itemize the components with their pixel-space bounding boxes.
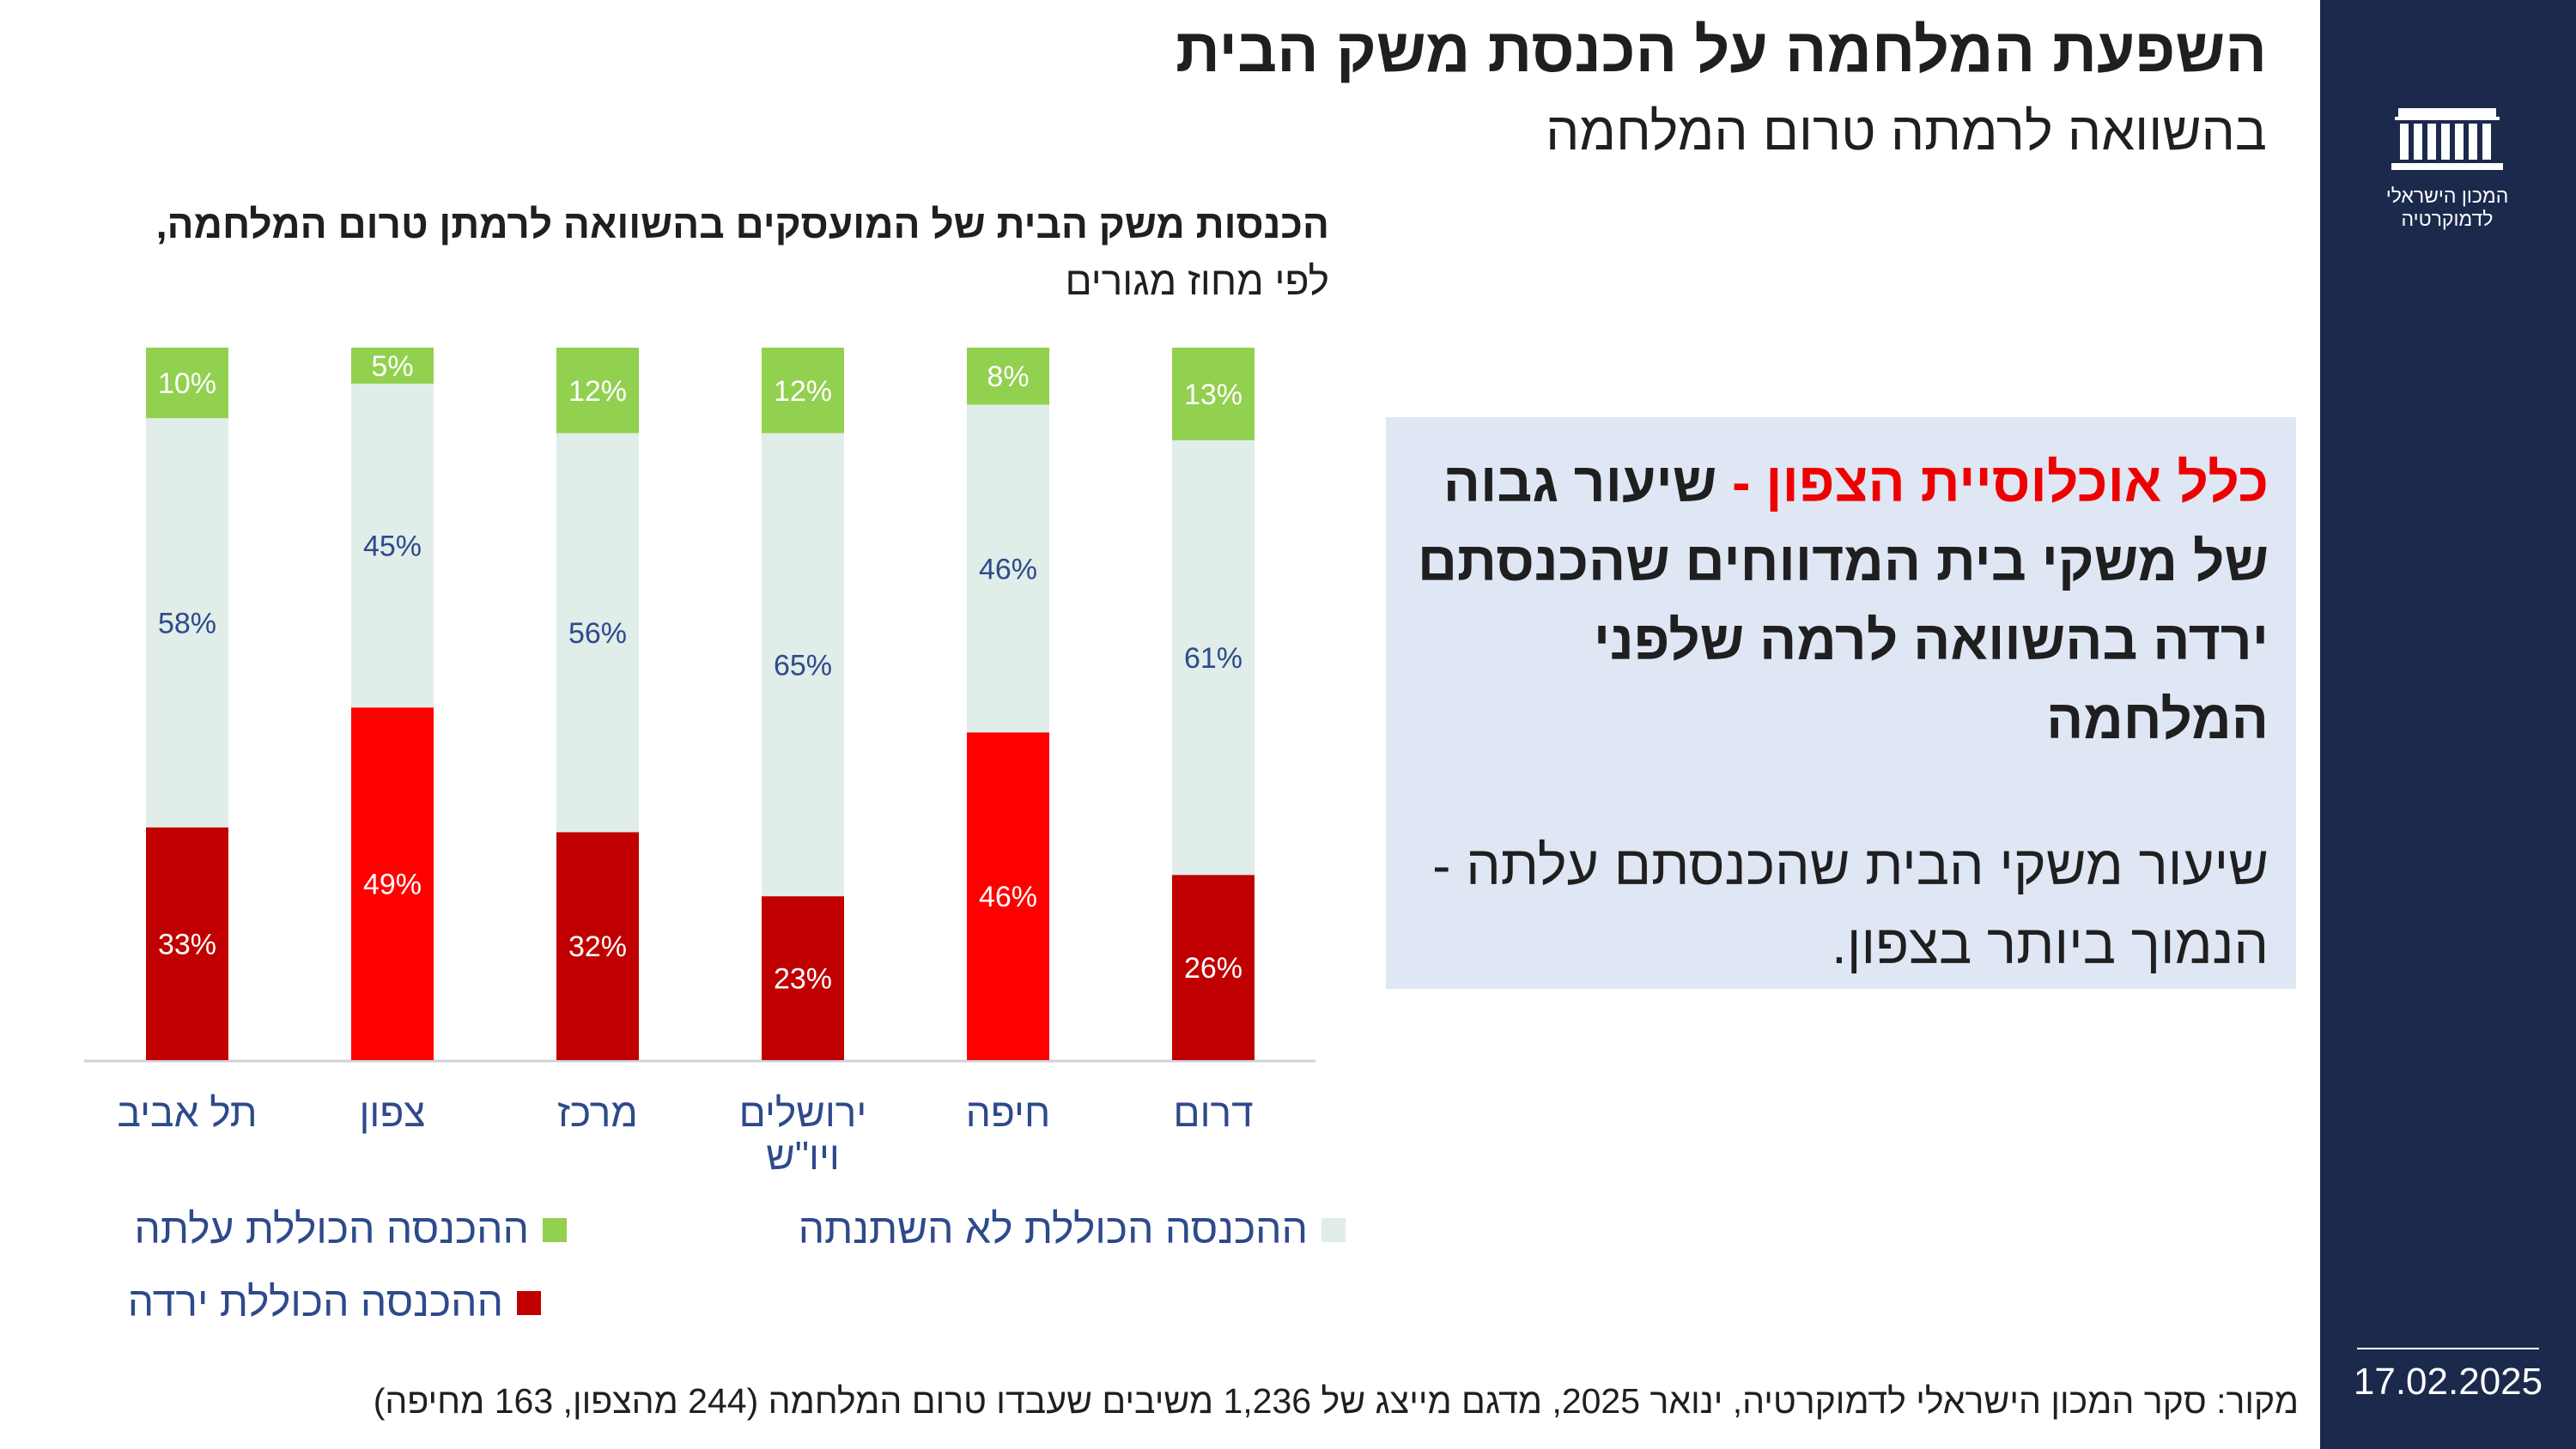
legend-item-fell: ההכנסה הכוללת ירדה xyxy=(128,1279,541,1326)
logo-text: המכון הישראלי לדמוקרטיה xyxy=(2348,185,2546,231)
data-label: 26% xyxy=(1184,952,1242,985)
category-label: תל אביב xyxy=(118,1090,258,1135)
legend-swatch-rose xyxy=(543,1217,567,1242)
bar-segment-2-6 xyxy=(1172,440,1255,876)
category-label: חיפה xyxy=(966,1090,1051,1135)
data-label: 58% xyxy=(158,607,216,640)
data-label: 49% xyxy=(363,869,422,901)
chart-heading-regular: לפי מחוז מגורים xyxy=(1065,258,1329,303)
data-label: 45% xyxy=(363,530,422,563)
data-label: 61% xyxy=(1184,642,1242,675)
bar-segment-2-2 xyxy=(351,383,434,708)
legend-label-unchanged: ההכנסה הכוללת לא השתנתה xyxy=(798,1207,1308,1252)
bar-segment-1-5 xyxy=(967,732,1049,1060)
bar-segment-1-4 xyxy=(762,896,844,1060)
legend-swatch-unchanged xyxy=(1321,1217,1346,1242)
data-label: 33% xyxy=(158,928,216,961)
bar-segment-2-4 xyxy=(762,433,844,897)
data-label: 65% xyxy=(774,649,832,682)
callout-highlight: כלל אוכלוסיית הצפון xyxy=(1765,452,2269,513)
date-label: 17.02.2025 xyxy=(2353,1361,2543,1403)
legend-label-fell: ההכנסה הכוללת ירדה xyxy=(127,1280,503,1325)
data-label: 8% xyxy=(987,361,1029,393)
institute-logo: המכון הישראלי לדמוקרטיה xyxy=(2383,103,2512,230)
callout-dash: - xyxy=(1732,452,1751,513)
callout-main-text: כלל אוכלוסיית הצפון - שיעור גבוה של משקי… xyxy=(1410,443,2269,759)
chart-heading: הכנסות משק הבית של המועסקים בהשוואה לרמת… xyxy=(155,196,1329,309)
callout-secondary-text: שיעור משקי הבית שהכנסתם עלתה - הנמוך ביו… xyxy=(1432,834,2269,975)
bar-segment-2-5 xyxy=(967,404,1049,733)
bar-segment-3-5 xyxy=(967,348,1049,405)
data-label: 10% xyxy=(158,367,216,400)
bar-segment-3-3 xyxy=(556,348,639,433)
chart-heading-bold: הכנסות משק הבית של המועסקים בהשוואה לרמת… xyxy=(155,202,1329,246)
legend-item-unchanged: ההכנסה הכוללת לא השתנתה xyxy=(799,1206,1346,1253)
sidebar xyxy=(2320,0,2576,1449)
callout-main-rest: שיעור גבוה של משקי בית המדווחים שהכנסתם … xyxy=(1417,452,2269,750)
page-subtitle: בהשוואה לרמתה טרום המלחמה xyxy=(1546,102,2267,161)
bar-segment-3-1 xyxy=(146,348,228,419)
category-label: ויו"ש xyxy=(766,1133,840,1178)
data-label: 32% xyxy=(568,931,627,963)
stacked-bar-chart: 33% 58% 10% תל אביב 49% 45% 5% צפון 32% 56% 12% מרכ… xyxy=(84,348,1315,1178)
logo-line-2: לדמוקרטיה xyxy=(2401,208,2494,230)
data-label: 56% xyxy=(568,617,627,650)
legend-item-rose: ההכנסה הכוללת עלתה xyxy=(134,1206,567,1253)
category-label: דרום xyxy=(1173,1090,1253,1135)
bar-segment-1-1 xyxy=(146,827,228,1060)
page-title: השפעת המלחמה על הכנסת משק הבית xyxy=(1176,16,2267,85)
bar-segment-2-1 xyxy=(146,418,228,828)
bar-segment-1-2 xyxy=(351,707,434,1060)
data-label: 5% xyxy=(371,350,413,383)
data-label: 12% xyxy=(774,375,832,408)
bar-segment-2-3 xyxy=(556,433,639,833)
bar-segment-3-4 xyxy=(762,348,844,433)
legend-swatch-fell xyxy=(517,1290,541,1315)
data-label: 13% xyxy=(1184,379,1242,411)
data-label: 46% xyxy=(979,881,1037,913)
institute-building-icon xyxy=(2391,108,2503,170)
data-label: 46% xyxy=(979,553,1037,585)
category-label: ירושלים xyxy=(739,1090,867,1135)
bar-segment-1-3 xyxy=(556,832,639,1060)
legend-label-rose: ההכנסה הכוללת עלתה xyxy=(134,1207,530,1252)
data-label: 12% xyxy=(568,375,627,408)
category-label: מרכז xyxy=(557,1090,638,1135)
bar-segment-3-6 xyxy=(1172,348,1255,440)
bar-segment-3-2 xyxy=(351,348,434,384)
callout-box: כלל אוכלוסיית הצפון - שיעור גבוה של משקי… xyxy=(1386,417,2296,989)
data-label: 23% xyxy=(774,963,832,996)
bar-segment-1-6 xyxy=(1172,875,1255,1060)
category-label: צפון xyxy=(359,1090,425,1135)
date-divider xyxy=(2357,1348,2539,1349)
logo-line-1: המכון הישראלי xyxy=(2385,185,2509,207)
source-note: מקור: סקר המכון הישראלי לדמוקרטיה, ינואר… xyxy=(373,1381,2299,1421)
